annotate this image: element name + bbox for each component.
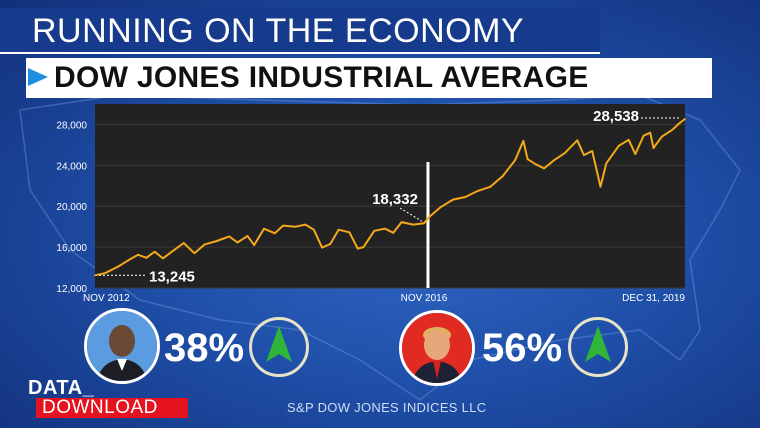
avatar-obama: [84, 308, 160, 384]
data-point: [116, 266, 119, 268]
data-point: [678, 122, 680, 125]
x-tick-label: NOV 2016: [401, 293, 448, 304]
data-point: [553, 159, 555, 162]
data-point: [452, 198, 454, 201]
data-point: [576, 139, 579, 142]
data-point: [216, 240, 218, 242]
data-point: [617, 145, 620, 147]
data-point: [564, 152, 566, 154]
portrait-icon: [402, 313, 472, 383]
data-point: [236, 241, 239, 244]
data-point: [312, 228, 315, 231]
data-point: [153, 250, 156, 253]
annotation-label: 18,332: [372, 191, 418, 208]
trend-badge-2: [568, 317, 628, 377]
data-point: [228, 235, 231, 238]
data-point: [145, 257, 148, 259]
data-point: [170, 251, 173, 254]
data-point: [501, 175, 504, 177]
annotation-leader: [399, 207, 423, 222]
show-title: RUNNING ON THE ECONOMY: [32, 12, 525, 50]
data-point: [193, 252, 196, 255]
y-tick-label: 24,000: [56, 161, 87, 172]
up-arrow-icon: [585, 326, 611, 362]
data-point: [246, 235, 249, 237]
data-point: [671, 128, 674, 131]
data-point: [263, 227, 265, 230]
data-point: [104, 272, 106, 274]
data-point: [137, 253, 139, 256]
data-point: [94, 274, 96, 277]
data-point: [329, 243, 332, 245]
data-point: [605, 162, 608, 165]
data-point: [282, 224, 284, 227]
data-point: [400, 221, 403, 223]
approval-percent-1: 38%: [164, 326, 245, 370]
data-point: [362, 246, 365, 248]
data-point: [583, 154, 585, 156]
y-tick-label: 12,000: [56, 284, 87, 295]
show-title-bar: RUNNING ON THE ECONOMY: [0, 8, 600, 54]
annotation-label: 13,245: [149, 268, 195, 285]
y-tick-label: 16,000: [56, 243, 87, 254]
data-point: [253, 244, 255, 246]
data-point: [535, 163, 537, 166]
chart-title: DOW JONES INDUSTRIAL AVERAGE: [54, 61, 589, 94]
download-logo: DOWNLOAD: [36, 398, 188, 418]
data-point: [373, 229, 376, 232]
x-tick-label: NOV 2012: [83, 293, 130, 304]
data-point: [634, 153, 637, 155]
data-point: [384, 227, 386, 230]
annotation-label: 28,538: [593, 108, 639, 125]
data-point: [543, 167, 545, 170]
data-point: [642, 134, 645, 137]
source-credit: S&P DOW JONES INDICES LLC: [287, 400, 487, 415]
data-point: [489, 186, 492, 188]
data-point: [514, 159, 516, 162]
dow-series-line: [94, 118, 686, 277]
data-point: [274, 232, 276, 235]
data-point: [129, 258, 131, 261]
data-point: [203, 243, 206, 246]
data-point: [356, 247, 359, 250]
data-point: [294, 225, 297, 228]
data-point: [652, 147, 655, 149]
data-point: [304, 223, 307, 226]
data-point: [591, 150, 593, 152]
data-point: [182, 242, 185, 244]
data-point: [348, 231, 351, 234]
x-tick-label: DEC 31, 2019: [622, 293, 685, 304]
play-arrow-icon: [28, 68, 48, 86]
data-point: [337, 228, 340, 231]
portrait-icon: [87, 311, 157, 381]
data-point: [599, 186, 602, 188]
data-point: [627, 138, 630, 141]
data-point: [649, 131, 651, 134]
data-point: [392, 232, 395, 234]
data-point: [660, 135, 663, 138]
avatar-trump: [399, 310, 475, 386]
approval-percent-2: 56%: [482, 326, 563, 370]
data-point: [412, 223, 415, 226]
data-point: [477, 190, 479, 192]
data-logo: DATA_: [28, 377, 95, 399]
chart-title-bar: DOW JONES INDUSTRIAL AVERAGE: [26, 58, 712, 98]
data-point: [423, 222, 425, 225]
data-point: [522, 140, 525, 142]
data-point: [428, 215, 431, 218]
plot-area: [95, 104, 685, 288]
data-point: [464, 196, 467, 198]
up-arrow-icon: [266, 326, 292, 362]
data-point: [321, 246, 323, 249]
data-point: [526, 158, 529, 160]
data-point: [439, 206, 442, 209]
y-tick-label: 28,000: [56, 120, 87, 131]
data-point: [162, 257, 164, 260]
data-point: [684, 118, 686, 120]
trend-badge-1: [249, 317, 309, 377]
y-tick-label: 20,000: [56, 202, 87, 213]
